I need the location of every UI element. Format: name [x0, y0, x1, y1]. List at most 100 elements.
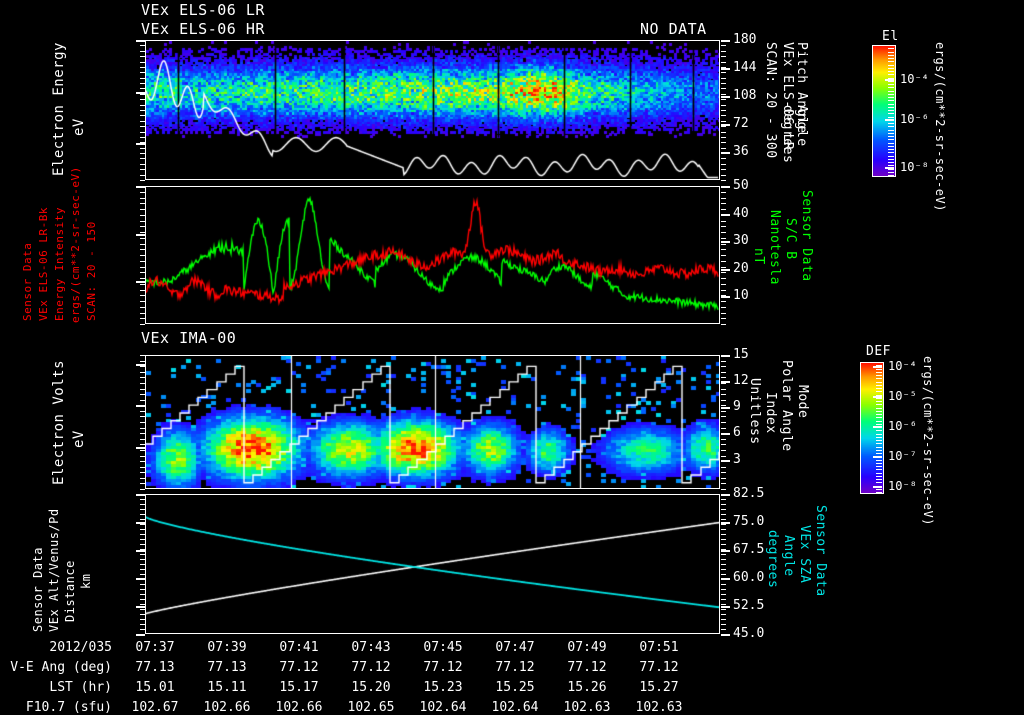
- axis-minor-tick: [721, 589, 726, 590]
- panel-ima-spectrogram[interactable]: [145, 355, 720, 489]
- axis-major-tick: [721, 460, 730, 462]
- axis-major-tick: [721, 96, 730, 98]
- axis-minor-tick: [140, 584, 145, 585]
- axis-minor-tick: [721, 372, 726, 373]
- colorbar-minor-tick: [888, 165, 894, 166]
- colorbar-minor-tick: [888, 87, 894, 88]
- colorbar-tick-label: 10⁻⁸: [900, 160, 929, 175]
- axis-major-tick: [721, 214, 730, 216]
- axis-minor-tick: [721, 389, 726, 390]
- el-colorbar-label: El: [882, 29, 899, 44]
- axis-minor-tick: [140, 301, 145, 302]
- axis-minor-tick: [721, 489, 726, 490]
- panel1-title-hr: VEx ELS-06 HR: [141, 20, 265, 38]
- axis-minor-tick: [140, 45, 145, 46]
- axis-minor-tick: [140, 278, 145, 279]
- colorbar-minor-tick: [876, 440, 882, 441]
- colorbar-minor-tick: [888, 162, 894, 163]
- time-table-cell: 15.25: [495, 680, 535, 695]
- axis-major-tick: [136, 550, 145, 552]
- axis-minor-tick: [140, 366, 145, 367]
- colorbar-minor-tick: [888, 130, 894, 131]
- axis-minor-tick: [140, 142, 145, 143]
- axis-minor-tick: [140, 428, 145, 429]
- colorbar-minor-tick: [876, 482, 882, 483]
- axis-minor-tick: [140, 72, 145, 73]
- axis-major-tick: [721, 494, 730, 496]
- colorbar-minor-tick: [888, 61, 894, 62]
- axis-major-tick: [721, 606, 730, 608]
- panel4-left-label-4: km: [79, 573, 93, 589]
- axis-major-tick: [721, 40, 730, 42]
- colorbar-minor-tick: [876, 466, 882, 467]
- axis-minor-tick: [721, 324, 726, 325]
- colorbar-minor-tick: [888, 117, 894, 118]
- time-table-cell: 07:39: [207, 640, 247, 655]
- axis-minor-tick: [721, 94, 726, 95]
- colorbar-minor-tick: [888, 110, 894, 111]
- axis-minor-tick: [140, 249, 145, 250]
- colorbar-minor-tick: [888, 100, 894, 101]
- time-table-cell: 15.20: [351, 680, 391, 695]
- axis-tick-label: 3: [733, 451, 741, 467]
- axis-minor-tick: [721, 444, 726, 445]
- axis-major-tick: [136, 186, 145, 188]
- colorbar-major-tick: [873, 366, 882, 368]
- panel-energy-intensity-bfield[interactable]: [145, 186, 720, 324]
- axis-minor-tick: [140, 594, 145, 595]
- axis-minor-tick: [721, 377, 726, 378]
- axis-minor-tick: [721, 478, 726, 479]
- axis-minor-tick: [721, 472, 726, 473]
- axis-minor-tick: [140, 439, 145, 440]
- axis-minor-tick: [140, 215, 145, 216]
- panel3-left-axis-label: Electron Volts: [51, 359, 67, 485]
- panel-els-spectrogram[interactable]: [145, 40, 720, 180]
- axis-minor-tick: [140, 272, 145, 273]
- axis-minor-tick: [721, 524, 726, 525]
- axis-major-tick: [721, 152, 730, 154]
- axis-minor-tick: [140, 209, 145, 210]
- panel3-right-label-1: Mode: [795, 385, 810, 419]
- axis-minor-tick: [140, 564, 145, 565]
- colorbar-minor-tick: [888, 156, 894, 157]
- axis-minor-tick: [721, 175, 726, 176]
- colorbar-minor-tick: [888, 123, 894, 124]
- colorbar-minor-tick: [876, 453, 882, 454]
- axis-minor-tick: [721, 290, 726, 291]
- axis-minor-tick: [140, 267, 145, 268]
- axis-minor-tick: [721, 416, 726, 417]
- axis-minor-tick: [140, 461, 145, 462]
- axis-minor-tick: [721, 594, 726, 595]
- colorbar-minor-tick: [876, 421, 882, 422]
- time-table-cell: 15.01: [135, 680, 175, 695]
- axis-minor-tick: [721, 115, 726, 116]
- axis-major-tick: [136, 234, 145, 236]
- axis-major-tick: [136, 405, 145, 407]
- axis-minor-tick: [140, 499, 145, 500]
- axis-major-tick: [721, 407, 730, 409]
- axis-minor-tick: [140, 467, 145, 468]
- time-table-cell: 15.23: [423, 680, 463, 695]
- time-table-cell: 07:49: [567, 640, 607, 655]
- axis-minor-tick: [140, 192, 145, 193]
- time-table-cell: 77.12: [495, 660, 535, 675]
- colorbar-minor-tick: [876, 398, 882, 399]
- axis-minor-tick: [140, 377, 145, 378]
- axis-minor-tick: [721, 599, 726, 600]
- axis-major-tick: [136, 606, 145, 608]
- axis-minor-tick: [140, 318, 145, 319]
- axis-minor-tick: [721, 180, 726, 181]
- panel4-right-label-2: VEx SZA: [797, 525, 812, 584]
- axis-minor-tick: [140, 416, 145, 417]
- colorbar-minor-tick: [888, 78, 894, 79]
- axis-minor-tick: [721, 514, 726, 515]
- colorbar-minor-tick: [876, 473, 882, 474]
- axis-minor-tick: [721, 509, 726, 510]
- axis-minor-tick: [140, 78, 145, 79]
- axis-minor-tick: [140, 221, 145, 222]
- axis-minor-tick: [721, 142, 726, 143]
- panel-altitude-sza[interactable]: [145, 494, 720, 634]
- axis-minor-tick: [721, 169, 726, 170]
- axis-tick-label: 82.5: [733, 486, 765, 501]
- axis-minor-tick: [140, 169, 145, 170]
